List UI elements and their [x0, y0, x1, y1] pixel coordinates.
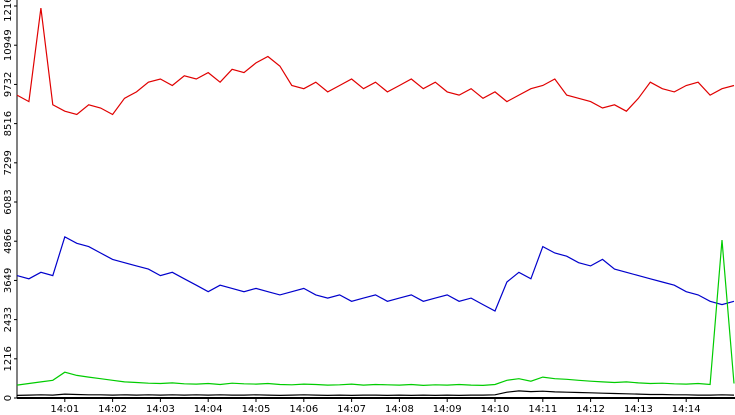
x-tick-label: 14:06	[289, 404, 318, 415]
x-tick-label: 14:02	[98, 404, 127, 415]
x-tick-label: 14:05	[242, 404, 271, 415]
x-tick-label: 14:11	[528, 404, 557, 415]
y-tick-label: 9732	[3, 72, 14, 97]
x-tick-label: 14:04	[194, 404, 223, 415]
y-tick-label: 10949	[3, 29, 14, 61]
y-tick-label: 1216	[3, 346, 14, 371]
x-tick-label: 14:10	[481, 404, 510, 415]
x-tick-label: 14:07	[337, 404, 366, 415]
y-tick-label: 8516	[3, 111, 14, 136]
y-tick-label: 2433	[3, 307, 14, 332]
x-tick-label: 14:01	[50, 404, 79, 415]
x-tick-label: 14:12	[576, 404, 605, 415]
x-tick-label: 14:09	[433, 404, 462, 415]
y-tick-label: 12166	[3, 0, 14, 22]
y-tick-label: 6083	[3, 189, 14, 214]
x-tick-label: 14:08	[385, 404, 414, 415]
x-tick-label: 14:14	[672, 404, 701, 415]
series-line	[16, 390, 735, 397]
series-line	[16, 236, 735, 312]
x-tick-label: 14:03	[146, 404, 175, 415]
y-tick-label: 4866	[3, 228, 14, 253]
series-line	[16, 240, 735, 387]
y-tick-label: 7299	[3, 150, 14, 175]
y-tick-label: 3649	[3, 268, 14, 293]
series-line	[16, 8, 735, 116]
x-tick-label: 14:13	[624, 404, 653, 415]
y-tick-label: 0	[3, 395, 14, 401]
